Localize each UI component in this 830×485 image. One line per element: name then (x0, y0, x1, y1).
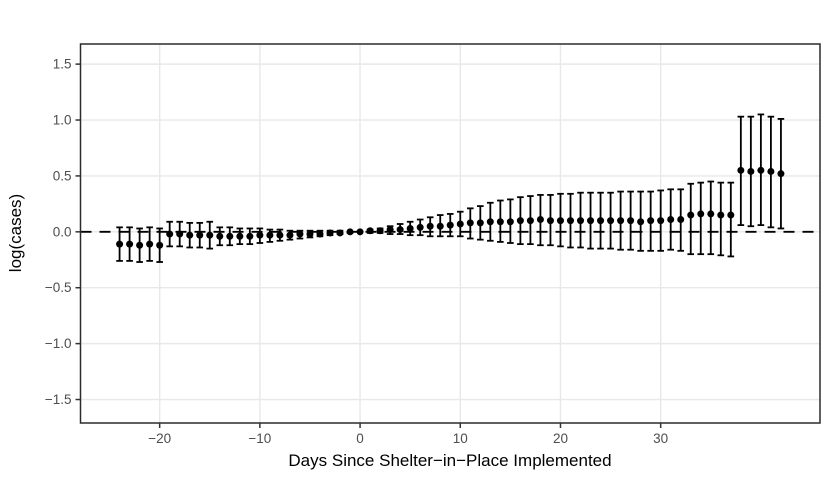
data-point (276, 231, 284, 239)
data-point (396, 226, 404, 234)
x-tick-label: 20 (553, 431, 568, 446)
data-point (436, 222, 444, 230)
data-point (226, 232, 234, 240)
data-point (426, 222, 434, 230)
data-point (516, 217, 524, 225)
data-point (607, 217, 615, 225)
data-point (627, 217, 635, 225)
data-point (316, 230, 324, 238)
data-point (336, 229, 344, 237)
data-point (757, 166, 765, 174)
data-point (406, 224, 414, 232)
data-point (476, 219, 484, 227)
y-tick-label: 1.0 (53, 113, 72, 128)
data-point (216, 232, 224, 240)
data-point (296, 230, 304, 238)
data-point (146, 240, 154, 248)
y-tick-label: 0.0 (53, 224, 72, 239)
y-tick-label: −1.5 (45, 392, 72, 407)
axis-ticks (75, 63, 662, 428)
data-point (266, 231, 274, 239)
x-tick-label: 10 (453, 431, 468, 446)
data-point (667, 216, 675, 224)
y-tick-label: −0.5 (45, 280, 72, 295)
data-point (446, 221, 454, 229)
data-point (597, 217, 605, 225)
data-point (466, 219, 474, 227)
data-point (486, 218, 494, 226)
data-point (506, 218, 514, 226)
y-tick-label: 0.5 (53, 168, 72, 183)
data-point (386, 226, 394, 234)
data-point (236, 232, 244, 240)
data-point (346, 228, 354, 236)
data-point (186, 231, 194, 239)
data-point (176, 230, 184, 238)
data-point (286, 231, 294, 239)
y-tick-label: −1.0 (45, 336, 72, 351)
data-point (647, 217, 655, 225)
data-point (256, 231, 264, 239)
data-point (326, 229, 334, 237)
y-axis-title: log(cases) (6, 193, 25, 273)
x-tick-label: −10 (248, 431, 271, 446)
data-point (717, 211, 725, 219)
data-point (587, 217, 595, 225)
data-point (246, 232, 254, 240)
data-point (206, 231, 214, 239)
data-point (707, 210, 715, 218)
data-point (546, 217, 554, 225)
data-point (777, 170, 785, 178)
data-point (456, 220, 464, 228)
x-tick-label: 30 (653, 431, 668, 446)
data-point (136, 241, 144, 249)
x-tick-label: 0 (356, 431, 364, 446)
x-tick-label: −20 (148, 431, 171, 446)
data-point (617, 217, 625, 225)
data-point (697, 210, 705, 218)
data-point (376, 227, 384, 235)
data-point (657, 217, 665, 225)
data-point (366, 227, 374, 235)
data-point (737, 166, 745, 174)
data-point (126, 240, 134, 248)
data-point (416, 223, 424, 231)
data-point (727, 211, 735, 219)
data-point (196, 231, 204, 239)
x-axis-title: Days Since Shelter−in−Place Implemented (288, 451, 612, 470)
data-point (156, 241, 164, 249)
data-point (166, 230, 174, 238)
y-tick-labels: −1.5 −1.0 −0.5 0.0 0.5 1.0 1.5 (45, 57, 72, 407)
data-point (356, 228, 364, 236)
y-tick-label: 1.5 (53, 57, 72, 72)
data-point (306, 230, 314, 238)
data-point (496, 218, 504, 226)
data-point (637, 218, 645, 226)
data-point (526, 217, 534, 225)
data-points (116, 166, 785, 249)
data-point (767, 167, 775, 175)
data-point (687, 211, 695, 219)
data-point (747, 167, 755, 175)
data-point (536, 216, 544, 224)
data-point (577, 217, 585, 225)
data-point (556, 217, 564, 225)
x-tick-labels: −20 −10 0 10 20 30 (148, 431, 668, 446)
data-point (566, 217, 574, 225)
data-point (677, 216, 685, 224)
panel-border (79, 43, 821, 424)
data-point (116, 240, 124, 248)
